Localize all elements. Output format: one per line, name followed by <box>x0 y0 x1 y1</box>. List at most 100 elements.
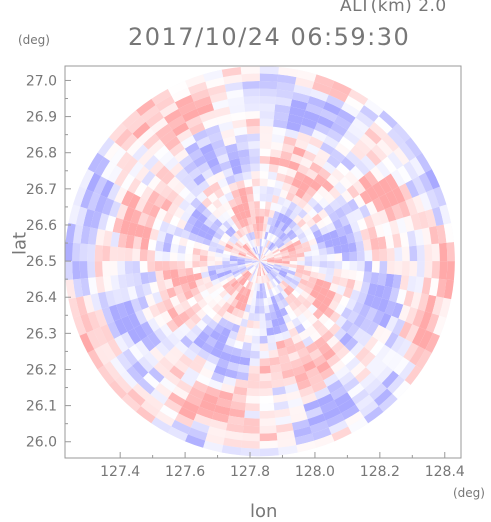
radar-bin <box>281 255 290 259</box>
radar-bin <box>334 142 351 157</box>
radar-bin <box>192 261 201 268</box>
radar-bin <box>220 128 235 140</box>
radar-bin <box>88 227 98 245</box>
radar-bin <box>145 394 164 411</box>
radar-bin <box>410 291 422 310</box>
radar-bin <box>252 261 260 264</box>
radar-bin <box>253 261 260 266</box>
radar-bin <box>265 252 273 258</box>
radar-bin <box>100 179 115 198</box>
radar-bin <box>242 425 260 434</box>
radar-bin <box>269 271 276 279</box>
radar-bin <box>176 292 187 304</box>
radar-bin <box>262 239 267 247</box>
radar-bin <box>147 250 156 262</box>
radar-bin <box>245 402 260 412</box>
radar-bin <box>167 426 188 442</box>
radar-bin <box>284 383 299 394</box>
radar-bin <box>394 261 403 276</box>
radar-bin <box>222 311 232 321</box>
radar-bin <box>337 398 356 414</box>
radar-bin <box>379 248 388 262</box>
radar-bin <box>108 200 122 218</box>
radar-bin <box>231 290 239 299</box>
radar-bin <box>222 292 232 302</box>
radar-bin <box>290 278 300 287</box>
radar-bin <box>274 104 291 114</box>
radar-bin <box>248 365 260 374</box>
radar-bin <box>259 388 273 397</box>
radar-bin <box>227 314 237 324</box>
radar-bin <box>325 246 335 255</box>
radar-bin <box>86 172 101 193</box>
radar-bin <box>365 307 378 322</box>
radar-bin <box>240 236 248 244</box>
radar-bin <box>369 165 385 182</box>
radar-bin <box>284 295 294 305</box>
y-tick-label: 26.2 <box>26 362 57 378</box>
radar-bin <box>297 208 308 219</box>
radar-bin <box>144 215 156 229</box>
radar-bin <box>323 306 335 319</box>
radar-bin <box>376 139 394 157</box>
radar-bin <box>312 202 324 214</box>
radar-bin <box>243 178 253 188</box>
radar-bin <box>365 200 378 216</box>
radar-bin <box>296 294 307 304</box>
radar-bin <box>160 198 173 212</box>
radar-bin <box>242 270 250 278</box>
radar-bin <box>178 101 197 116</box>
radar-bin <box>209 241 219 249</box>
radar-bin <box>270 371 284 381</box>
radar-bin <box>294 372 309 384</box>
radar-bin <box>254 246 258 255</box>
radar-bin <box>234 300 243 310</box>
radar-bin <box>230 234 239 243</box>
radar-bin <box>155 382 173 399</box>
radar-bin <box>369 383 388 401</box>
radar-bin <box>314 386 331 400</box>
radar-bin <box>188 148 204 162</box>
radar-bin <box>120 133 138 152</box>
radar-bin <box>364 377 382 395</box>
radar-bin <box>266 254 274 259</box>
radar-bin <box>339 176 353 190</box>
radar-bin <box>392 318 406 336</box>
radar-bin <box>374 116 393 134</box>
radar-bin <box>237 325 247 335</box>
radar-bin <box>242 88 260 97</box>
radar-bin <box>355 394 374 411</box>
radar-bin <box>255 298 260 307</box>
radar-bin <box>246 319 254 329</box>
radar-bin <box>178 199 191 212</box>
radar-bin <box>240 447 260 457</box>
radar-bin <box>238 228 246 237</box>
radar-bin <box>443 223 454 243</box>
radar-bin <box>97 365 115 385</box>
radar-bin <box>93 176 108 196</box>
radar-bin <box>309 179 322 192</box>
radar-bin <box>216 397 232 409</box>
radar-bin <box>108 123 128 143</box>
radar-bin <box>206 353 220 366</box>
radar-bin <box>319 261 328 268</box>
radar-bin <box>262 290 268 299</box>
radar-bin <box>180 282 191 293</box>
radar-bin <box>291 333 303 345</box>
radar-bin <box>333 268 342 278</box>
radar-bin <box>414 228 425 246</box>
radar-bin <box>259 156 271 165</box>
radar-bin <box>152 291 163 305</box>
radar-bin <box>326 128 344 143</box>
radar-bin <box>153 180 167 195</box>
radar-bin <box>319 367 335 381</box>
radar-bin <box>278 271 287 278</box>
radar-bin <box>110 275 120 291</box>
radar-bin <box>154 250 163 262</box>
radar-bin <box>132 383 151 401</box>
radar-bin <box>294 340 306 352</box>
radar-bin <box>233 340 244 350</box>
radar-bin <box>245 111 260 120</box>
radar-bin <box>416 244 425 262</box>
radar-bin <box>329 229 339 240</box>
